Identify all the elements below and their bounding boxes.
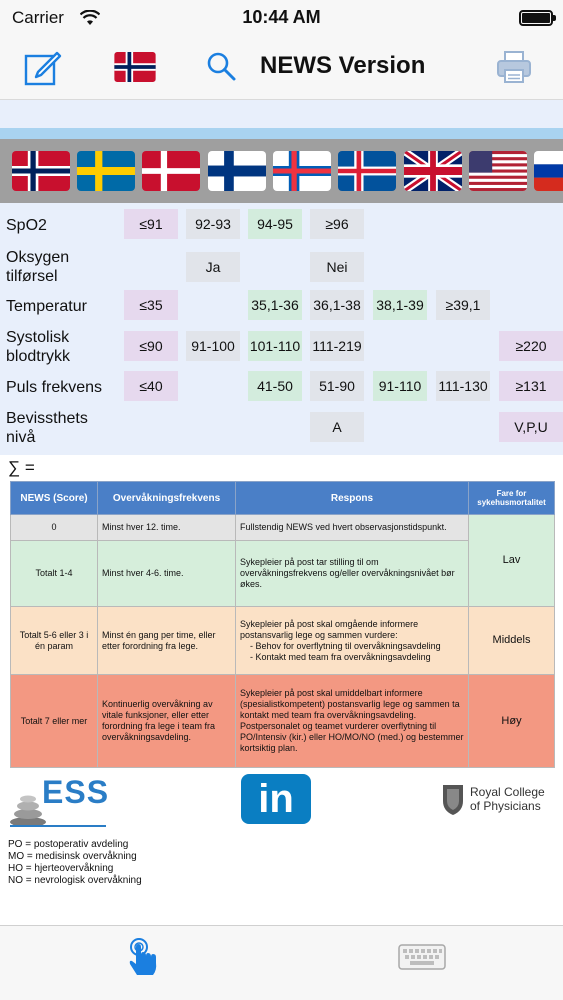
score-cell: Totalt 5-6 eller 3 i én param — [10, 606, 98, 675]
systolic-option[interactable]: 111-219 — [310, 331, 364, 361]
table-header: Overvåkningsfrekvens — [97, 481, 236, 515]
consciousness-label: Bevissthets nivå — [6, 410, 88, 446]
search-icon[interactable] — [205, 50, 237, 82]
table-row: Totalt 5-6 eller 3 i én param Minst én g… — [10, 606, 555, 675]
royal-college-crest-icon — [443, 785, 463, 815]
table-row: 0 Minst hver 12. time. Fullstendig NEWS … — [10, 514, 555, 607]
table-row: Totalt 7 eller mer Kontinuerlig overvåkn… — [10, 674, 555, 768]
faroe-flag-icon[interactable] — [273, 151, 331, 191]
clock: 10:44 AM — [242, 7, 321, 27]
score-sum-label: ∑ = — [8, 458, 35, 477]
systolic-option[interactable]: 101-110 — [248, 331, 302, 361]
oxygen-option[interactable]: Ja — [186, 252, 240, 282]
spo2-option[interactable]: 92-93 — [186, 209, 240, 239]
wifi-icon — [80, 10, 100, 25]
consciousness-option[interactable]: A — [310, 412, 364, 442]
score-cell: Totalt 1-4 — [10, 540, 98, 607]
systolic-label: Systolisk blodtrykk — [6, 329, 71, 365]
denmark-flag-icon[interactable] — [142, 151, 200, 191]
response-table: NEWS (Score) Overvåkningsfrekvens Respon… — [10, 481, 555, 768]
temperature-option[interactable]: 36,1-38 — [310, 290, 364, 320]
pulse-option[interactable]: ≥131 — [499, 371, 563, 401]
pulse-option[interactable]: ≤40 — [124, 371, 178, 401]
battery-icon — [519, 10, 556, 26]
table-header-row: NEWS (Score) Overvåkningsfrekvens Respon… — [10, 481, 555, 515]
pulse-label: Puls frekvens — [6, 379, 103, 396]
toolbar: NEWS Version — [0, 36, 563, 100]
status-bar: Carrier 10:44 AM — [0, 0, 563, 36]
response-cell: Fullstendig NEWS ved hvert observasjonst… — [235, 514, 469, 541]
risk-cell: Lav — [468, 514, 555, 607]
response-bullet: - Kontakt med team fra overvåkningsavdel… — [250, 651, 431, 662]
temperature-option[interactable]: ≥39,1 — [436, 290, 490, 320]
spo2-option[interactable]: ≥96 — [310, 209, 364, 239]
rcp-line: of Physicians — [470, 799, 541, 813]
spo2-option[interactable]: 94-95 — [248, 209, 302, 239]
frequency-cell: Minst én gang per time, eller etter foro… — [97, 606, 236, 675]
oxygen-option[interactable]: Nei — [310, 252, 364, 282]
russia-flag-icon[interactable] — [534, 151, 563, 191]
response-cell: Sykepleier på post tar stilling til om o… — [235, 540, 469, 607]
printer-icon[interactable] — [496, 50, 532, 84]
legend-item: NO = nevrologisk overvåkning — [8, 875, 142, 886]
response-bullet: - Behov for overflytning til overvåkning… — [250, 640, 441, 651]
pulse-option[interactable]: 41-50 — [248, 371, 302, 401]
legend-item: PO = postoperativ avdeling — [8, 839, 129, 850]
legend-item: MO = medisinsk overvåkning — [8, 851, 137, 862]
abbreviation-legend: PO = postoperativ avdeling MO = medisins… — [8, 839, 142, 887]
table-header: NEWS (Score) — [10, 481, 98, 515]
page-title: NEWS Version — [260, 52, 426, 79]
score-cell: Totalt 7 eller mer — [10, 674, 98, 768]
carrier-label: Carrier — [12, 8, 64, 27]
spo2-label: SpO2 — [6, 217, 47, 234]
systolic-option[interactable]: ≤90 — [124, 331, 178, 361]
norway-flag-icon[interactable] — [114, 52, 156, 82]
risk-cell: Middels — [468, 606, 555, 675]
temperature-option[interactable]: 35,1-36 — [248, 290, 302, 320]
uk-flag-icon[interactable] — [404, 151, 462, 191]
systolic-option[interactable]: 91-100 — [186, 331, 240, 361]
finland-flag-icon[interactable] — [208, 151, 266, 191]
sweden-flag-icon[interactable] — [77, 151, 135, 191]
response-cell: Sykepleier på post skal umiddelbart info… — [235, 674, 469, 768]
oxygen-label: Oksygen tilførsel — [6, 249, 70, 285]
tab-bar — [0, 925, 563, 1000]
ess-logo[interactable]: ESS — [42, 774, 110, 810]
pulse-option[interactable]: 111-130 — [436, 371, 490, 401]
royal-college-logo[interactable]: Royal College of Physicians — [470, 785, 545, 813]
edit-icon[interactable] — [24, 50, 62, 86]
keyboard-icon[interactable] — [398, 944, 446, 970]
consciousness-option[interactable]: V,P,U — [499, 412, 563, 442]
response-text: Sykepleier på post skal omgående informe… — [240, 618, 419, 640]
iceland-flag-icon[interactable] — [338, 151, 396, 191]
usa-flag-icon[interactable] — [469, 151, 527, 191]
linkedin-logo[interactable]: in — [241, 774, 311, 824]
temperature-label: Temperatur — [6, 298, 87, 315]
table-header: Respons — [235, 481, 469, 515]
pulse-option[interactable]: 91-110 — [373, 371, 427, 401]
response-cell: Sykepleier på post skal omgående informe… — [235, 606, 469, 675]
temperature-option[interactable]: 38,1-39 — [373, 290, 427, 320]
legend-item: HO = hjerteovervåkning — [8, 863, 114, 874]
score-cell: 0 — [10, 514, 98, 541]
systolic-option[interactable]: ≥220 — [499, 331, 563, 361]
norway-flag-icon[interactable] — [12, 151, 70, 191]
score-header-strip — [0, 128, 563, 140]
table-row: Totalt 1-4 Minst hver 4-6. time. Sykeple… — [10, 540, 555, 607]
table-header: Fare for sykehusmortalitet — [468, 481, 555, 515]
language-flags-bar — [0, 139, 563, 203]
risk-cell: Høy — [468, 674, 555, 768]
touch-icon[interactable] — [126, 936, 160, 978]
ess-logo-stones[interactable] — [8, 770, 108, 828]
frequency-cell: Minst hver 4-6. time. — [97, 540, 236, 607]
rcp-line: Royal College — [470, 785, 545, 799]
frequency-cell: Minst hver 12. time. — [97, 514, 236, 541]
temperature-option[interactable]: ≤35 — [124, 290, 178, 320]
pulse-option[interactable]: 51-90 — [310, 371, 364, 401]
spo2-option[interactable]: ≤91 — [124, 209, 178, 239]
frequency-cell: Kontinuerlig overvåkning av vitale funks… — [97, 674, 236, 768]
